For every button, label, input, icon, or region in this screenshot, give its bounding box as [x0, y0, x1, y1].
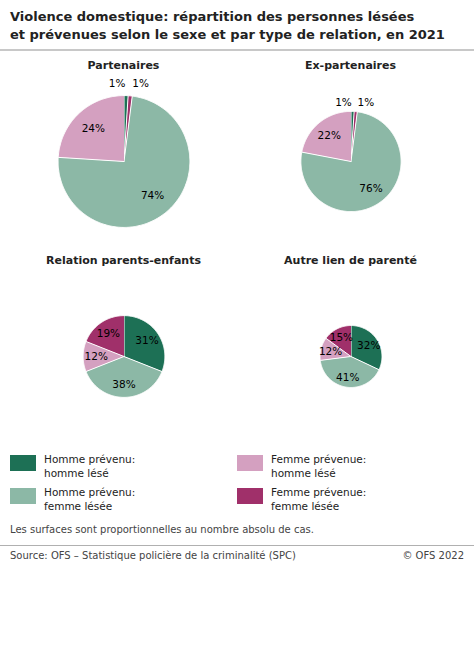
html-text:Autre lien de parenté: Autre lien de parenté	[284, 254, 417, 268]
svg-text:1%: 1%	[132, 78, 149, 90]
svg-text:32%: 32%	[357, 339, 380, 351]
html-text:Les surfaces sont proportionne: Les surfaces sont proportionnelles au no…	[10, 523, 314, 535]
html-text:Source: OFS – Statistique poli: Source: OFS – Statistique policière de l…	[10, 549, 296, 561]
svg-text:31%: 31%	[135, 334, 158, 346]
svg-text:76%: 76%	[359, 183, 382, 195]
html-text:Femme prévenue: femme lésée: Femme prévenue: femme lésée	[271, 486, 367, 512]
html-text:Violence domestique: répartiti: Violence domestique: répartition des per…	[10, 9, 445, 42]
svg-text:1%: 1%	[358, 96, 375, 108]
html-text:© OFS 2022: © OFS 2022	[402, 549, 464, 561]
svg-text:1%: 1%	[335, 96, 352, 108]
svg-text:74%: 74%	[141, 189, 164, 201]
html-text:Ex-partenaires: Ex-partenaires	[305, 59, 396, 73]
html-text:Relation parents-enfants: Relation parents-enfants	[46, 254, 201, 268]
svg-text:12%: 12%	[319, 345, 342, 357]
html-text:Homme prévenu: femme lésée: Homme prévenu: femme lésée	[44, 486, 136, 512]
svg-text:15%: 15%	[330, 331, 353, 343]
html-text:Homme prévenu: homme lésé: Homme prévenu: homme lésé	[44, 453, 136, 479]
svg-text:1%: 1%	[109, 77, 126, 89]
svg-text:38%: 38%	[112, 378, 135, 390]
svg-text:24%: 24%	[82, 122, 105, 134]
svg-text:22%: 22%	[318, 129, 341, 141]
html-text:Femme prévenue: homme lésé: Femme prévenue: homme lésé	[271, 453, 367, 479]
svg-text:19%: 19%	[97, 327, 120, 339]
svg-text:41%: 41%	[336, 371, 359, 383]
html-text:Partenaires: Partenaires	[87, 59, 160, 73]
svg-text:12%: 12%	[85, 350, 108, 362]
